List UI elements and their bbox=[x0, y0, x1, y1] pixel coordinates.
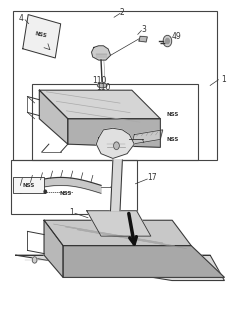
Bar bbox=[13, 11, 217, 160]
Circle shape bbox=[32, 257, 37, 263]
Text: 1: 1 bbox=[221, 75, 226, 84]
Polygon shape bbox=[23, 15, 61, 58]
Ellipse shape bbox=[97, 83, 107, 88]
Text: 17: 17 bbox=[147, 173, 157, 182]
Polygon shape bbox=[20, 178, 101, 193]
Text: 110: 110 bbox=[96, 83, 111, 92]
Text: NSS: NSS bbox=[166, 111, 178, 116]
Polygon shape bbox=[39, 90, 68, 144]
Bar bbox=[11, 160, 137, 214]
Polygon shape bbox=[91, 46, 110, 60]
Text: 49: 49 bbox=[172, 32, 182, 41]
Polygon shape bbox=[39, 90, 160, 119]
Polygon shape bbox=[16, 255, 224, 281]
Text: NSS: NSS bbox=[59, 191, 72, 196]
Polygon shape bbox=[110, 160, 122, 211]
Text: 110: 110 bbox=[93, 76, 107, 85]
Polygon shape bbox=[44, 220, 63, 277]
Text: NSS: NSS bbox=[166, 137, 178, 142]
Polygon shape bbox=[87, 211, 151, 236]
Circle shape bbox=[44, 190, 47, 193]
Text: 4: 4 bbox=[19, 14, 24, 23]
Circle shape bbox=[114, 142, 119, 149]
Circle shape bbox=[166, 38, 169, 44]
Polygon shape bbox=[68, 119, 160, 147]
Polygon shape bbox=[44, 220, 191, 246]
Text: 1: 1 bbox=[69, 208, 74, 217]
Polygon shape bbox=[63, 246, 224, 277]
Polygon shape bbox=[139, 36, 147, 42]
Bar bbox=[32, 84, 198, 160]
Polygon shape bbox=[132, 130, 163, 144]
Text: NSS: NSS bbox=[34, 31, 47, 39]
Polygon shape bbox=[96, 128, 134, 158]
Bar bbox=[13, 178, 44, 193]
Circle shape bbox=[163, 35, 172, 47]
Text: 2: 2 bbox=[120, 8, 125, 17]
Text: 3: 3 bbox=[141, 25, 146, 35]
Text: NSS: NSS bbox=[23, 183, 35, 188]
